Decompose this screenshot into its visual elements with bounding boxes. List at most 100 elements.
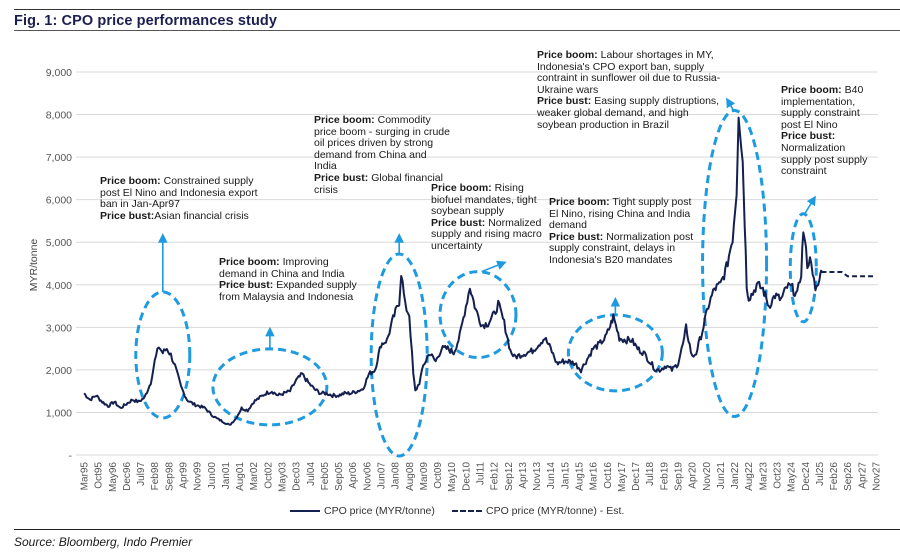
boom-text: Tight supply post El Nino, rising China … [549,196,692,232]
top-rule [14,9,900,10]
x-tick-label: May96 [108,462,119,492]
x-tick-label: Sep19 [674,462,685,491]
boom-label: Price boom: [314,114,375,126]
boom-label: Price boom: [219,256,280,268]
series-estimate-line [821,271,876,278]
boom-text: Commodity price boom - surging in crude … [314,114,450,173]
annotation-2022: Price boom: Labour shortages in MY, Indo… [537,49,722,131]
bust-text: Normalization post supply constraint, de… [549,230,694,266]
annotation-2011: Price boom: Rising biofuel mandates, tig… [431,182,543,253]
annotation-2008: Price boom: Commodity price boom - surgi… [314,114,452,196]
highlight-ellipse [134,290,192,420]
x-tick-label: Nov13 [532,462,543,491]
bust-label: Price bust: [219,279,274,292]
x-tick-label: May10 [447,462,458,492]
annotation-arrow [726,97,736,111]
x-tick-label: Jan15 [560,462,571,490]
y-axis-ticks: - 1,000 2,000 3,000 4,000 5,000 6,000 7,000 8,00… [46,67,73,462]
source-note: Source: Bloomberg, Indo Premier [14,535,193,549]
x-tick-label: Feb12 [490,462,501,491]
x-tick-label: Jul97 [136,462,147,486]
x-tick-label: Nov27 [872,462,883,491]
annotation-1997: Price boom: Constrained supply post El N… [100,175,270,222]
bust-text: Easing supply distruptions, weaker globa… [537,95,720,131]
y-tick-label: 9,000 [46,67,72,79]
x-tick-label: Mar02 [249,462,260,491]
bust-label: Price bust: [314,171,369,184]
legend-solid-swatch [290,510,320,512]
figure-title: Fig. 1: CPO price performances study [14,13,278,29]
x-tick-label: Feb05 [320,462,331,491]
x-tick-label: Jun07 [377,462,388,490]
bust-text: Global financial crisis [314,171,443,196]
x-tick-label: Jul04 [306,462,317,486]
x-tick-label: Oct02 [263,462,274,489]
y-axis-label: MYR/tonne [28,239,40,292]
x-tick-label: Dec17 [631,462,642,491]
x-tick-label: Jan01 [221,462,232,490]
x-tick-label: Mar09 [419,462,430,491]
x-tick-label: Oct16 [603,462,614,489]
legend-item-estimate: CPO price (MYR/tonne) - Est. [452,505,624,517]
boom-label: Price boom: [431,182,492,194]
highlight-ellipse [701,109,769,418]
x-tick-label: Jun14 [546,462,557,490]
x-tick-label: Sep05 [334,462,345,491]
x-tick-label: Mar23 [758,462,769,491]
x-tick-label: May03 [278,462,289,492]
legend-dashed-swatch [452,510,482,512]
x-tick-label: Jan22 [730,462,741,490]
y-tick-label: 4,000 [46,280,72,292]
bust-text: Normalization supply post supply constra… [781,141,868,178]
x-tick-label: Dec96 [122,462,133,491]
x-tick-label: Dec10 [461,462,472,491]
boom-text: Labour shortages in MY, Indonesia's CPO … [537,49,721,96]
y-tick-label: 5,000 [46,237,72,249]
x-tick-label: Mar95 [80,462,91,491]
x-tick-label: Apr13 [518,462,529,489]
boom-text: Improving demand in China and India [219,256,345,280]
bust-text: Expanded supply from Malaysia and Indone… [219,279,357,303]
y-tick-label: 1,000 [46,407,72,419]
boom-label: Price boom: [549,196,610,208]
y-tick-label: 3,000 [46,322,72,334]
x-tick-label: May17 [617,462,628,492]
x-tick-label: Dec24 [801,462,812,491]
x-tick-label: Feb26 [829,462,840,491]
highlight-ellipse [438,270,518,360]
bust-text: Asian financial crisis [154,209,249,222]
x-tick-label: Nov99 [193,462,204,491]
x-tick-label: Nov06 [362,462,373,491]
x-tick-label: Apr06 [348,462,359,489]
x-tick-label: Sep26 [843,462,854,491]
title-rule [14,30,900,31]
x-tick-label: Feb19 [659,462,670,491]
x-tick-label: Nov20 [702,462,713,491]
x-tick-label: Aug08 [405,462,416,491]
x-tick-label: Apr27 [857,462,868,489]
x-tick-label: Aug01 [235,462,246,491]
x-tick-label: Oct09 [433,462,444,489]
y-tick-label: 6,000 [46,195,72,207]
x-tick-label: Jun00 [207,462,218,490]
x-tick-label: Apr99 [179,462,190,489]
bottom-rule [14,529,900,530]
x-tick-label: Aug15 [575,462,586,491]
x-tick-label: Jul25 [815,462,826,486]
x-tick-label: Oct23 [773,462,784,489]
boom-text: Constrained supply post El Nino and Indo… [100,175,258,211]
x-tick-label: Oct95 [94,462,105,489]
boom-text: B40 implementation, supply constraint po… [781,84,864,131]
x-tick-label: Apr20 [688,462,699,489]
bust-label: Price bust: [549,230,604,243]
x-tick-label: Dec03 [292,462,303,491]
legend-item-actual: CPO price (MYR/tonne) [290,505,435,517]
x-tick-label: Mar16 [589,462,600,491]
y-tick-label: 8,000 [46,110,72,122]
x-axis-ticks: Mar95 Oct95 May96 Dec96 Jul97 Feb98 Sep98 Apr99… [80,462,883,492]
boom-label: Price boom: [537,49,598,61]
bust-label: Price bust: [781,130,836,143]
y-tick-label: 7,000 [46,152,72,164]
series-actual-line [83,116,823,426]
